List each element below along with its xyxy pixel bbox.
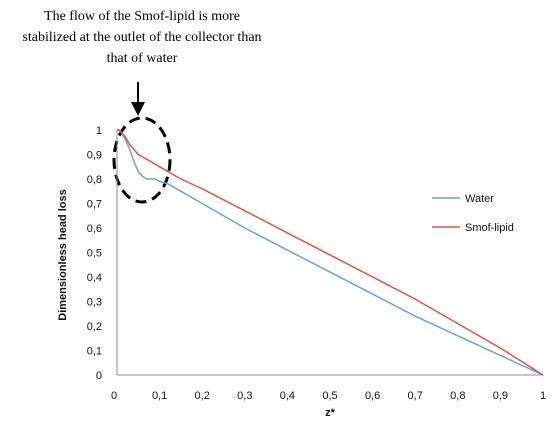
x-tick-label: 0 (111, 390, 117, 402)
y-tick-label: 0,1 (87, 346, 102, 358)
x-tick-label: 0,9 (493, 390, 508, 402)
x-tick-label: 0,7 (408, 390, 423, 402)
y-tick-label: 0,8 (87, 174, 102, 186)
series-layer (117, 129, 544, 376)
highlight-ellipse (112, 116, 172, 204)
y-tick-label: 0 (96, 370, 102, 382)
annotation-line-2: stabilized at the outlet of the collecto… (22, 30, 261, 45)
x-tick-label: 0,1 (152, 390, 167, 402)
y-tick-label: 0,9 (87, 150, 102, 162)
annotation-line-3: that of water (107, 51, 178, 66)
y-tick-label: 0,6 (87, 223, 102, 235)
annotation-line-1: The flow of the Smof-lipid is more (44, 9, 240, 24)
series-line-smof-lipid (117, 129, 544, 376)
x-tick-label: 0,4 (280, 390, 295, 402)
y-tick-label: 0,2 (87, 321, 102, 333)
y-axis-title: Dimensionless head loss (57, 189, 69, 320)
x-tick-label: 1 (540, 390, 546, 402)
legend: Water Smof-lipid (432, 193, 514, 234)
y-tick-label: 0,5 (87, 248, 102, 260)
y-tick-label: 0,4 (87, 272, 102, 284)
annotation-arrow (131, 82, 145, 116)
y-tick-label: 1 (96, 125, 102, 137)
x-tick-labels: 0 0,1 0,2 0,3 0,4 0,5 0,6 0,7 0,8 0,9 1 (111, 390, 546, 402)
x-tick-label: 0,8 (450, 390, 465, 402)
series-line-water (117, 129, 544, 376)
y-tick-label: 0,7 (87, 199, 102, 211)
x-tick-label: 0,3 (237, 390, 252, 402)
x-tick-label: 0,5 (322, 390, 337, 402)
y-tick-labels: 0 0,1 0,2 0,3 0,4 0,5 0,6 0,7 0,8 0,9 1 (87, 125, 102, 382)
x-tick-label: 0,6 (365, 390, 380, 402)
x-axis-title: z* (325, 407, 336, 419)
x-tick-label: 0,2 (195, 390, 210, 402)
y-tick-label: 0,3 (87, 297, 102, 309)
legend-label-water: Water (465, 193, 494, 205)
legend-label-smof-lipid: Smof-lipid (465, 222, 514, 234)
